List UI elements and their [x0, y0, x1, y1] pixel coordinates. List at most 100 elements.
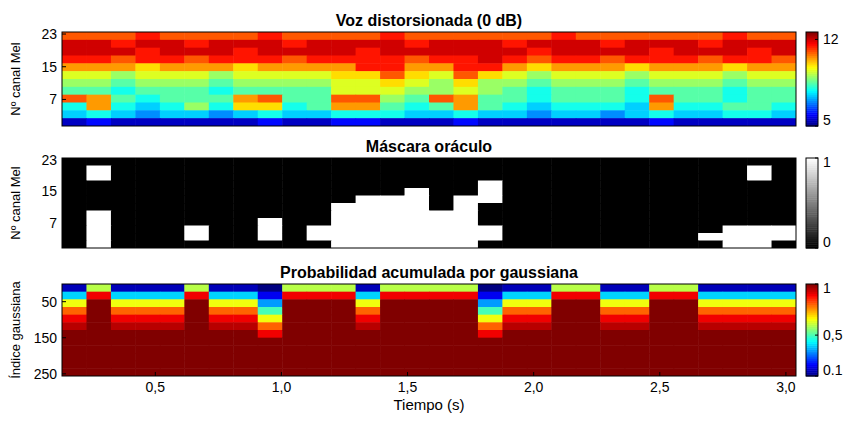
- cell: [282, 103, 307, 111]
- cell: [429, 188, 454, 196]
- cell: [380, 32, 405, 40]
- cell: [233, 338, 258, 346]
- cell: [331, 71, 356, 79]
- cell: [649, 181, 674, 189]
- cell: [527, 188, 552, 196]
- cell: [747, 284, 772, 292]
- cell: [282, 196, 307, 204]
- cell: [674, 48, 699, 56]
- colorbar-tick: [815, 376, 818, 377]
- cell: [380, 181, 405, 189]
- cell: [405, 118, 430, 126]
- cells: [62, 284, 796, 376]
- cell: [135, 307, 160, 315]
- x-tick: [407, 372, 408, 376]
- cell: [282, 345, 307, 353]
- y-tick-label: 7: [49, 91, 57, 107]
- cell: [649, 110, 674, 118]
- cell: [111, 181, 136, 189]
- cell: [772, 40, 796, 48]
- cell: [502, 307, 527, 315]
- cell: [478, 226, 503, 234]
- cell: [331, 181, 356, 189]
- cell: [649, 211, 674, 219]
- cell: [331, 299, 356, 307]
- cell: [429, 32, 454, 40]
- cell: [331, 338, 356, 346]
- cell: [723, 166, 748, 174]
- cell: [453, 233, 478, 241]
- cell: [772, 368, 796, 376]
- cell: [86, 158, 111, 166]
- cell: [576, 330, 601, 338]
- cell: [747, 211, 772, 219]
- cell: [307, 188, 332, 196]
- cell: [111, 299, 136, 307]
- cell: [723, 218, 748, 226]
- cell: [405, 71, 430, 79]
- cell: [772, 173, 796, 181]
- cell: [674, 338, 699, 346]
- cell: [160, 322, 185, 330]
- y-axis-title: Nº canal Mel: [8, 42, 23, 115]
- cell: [772, 284, 796, 292]
- cell: [625, 40, 650, 48]
- cell: [307, 368, 332, 376]
- cell: [772, 226, 796, 234]
- cell: [233, 299, 258, 307]
- cell: [233, 203, 258, 211]
- cell: [160, 284, 185, 292]
- cell: [62, 361, 87, 369]
- cell: [674, 292, 699, 300]
- cell: [698, 48, 723, 56]
- cell: [453, 299, 478, 307]
- cell: [674, 188, 699, 196]
- cell: [772, 353, 796, 361]
- cell: [502, 338, 527, 346]
- cell: [258, 338, 283, 346]
- cell: [160, 32, 185, 40]
- cell: [356, 63, 381, 71]
- cell: [698, 322, 723, 330]
- cell: [233, 361, 258, 369]
- cell: [429, 79, 454, 87]
- cell: [62, 87, 87, 95]
- cell: [258, 56, 283, 64]
- cell: [86, 32, 111, 40]
- cell: [502, 345, 527, 353]
- y-tick-label: 15: [41, 183, 57, 199]
- cell: [111, 158, 136, 166]
- cell: [62, 338, 87, 346]
- cell: [625, 32, 650, 40]
- y-tick: [62, 373, 66, 374]
- cell: [723, 315, 748, 323]
- cell: [405, 353, 430, 361]
- cell: [331, 315, 356, 323]
- y-tick: [62, 99, 66, 100]
- panel: Voz distorsionada (0 dB)71523Nº canal Me…: [8, 12, 839, 128]
- cell: [625, 56, 650, 64]
- cell: [233, 118, 258, 126]
- cell: [429, 338, 454, 346]
- cell: [111, 353, 136, 361]
- cell: [380, 218, 405, 226]
- cell: [600, 211, 625, 219]
- cell: [502, 166, 527, 174]
- cell: [502, 315, 527, 323]
- cell: [282, 173, 307, 181]
- cell: [576, 166, 601, 174]
- cell: [747, 95, 772, 103]
- cell: [307, 241, 332, 249]
- cell: [625, 218, 650, 226]
- cell: [258, 48, 283, 56]
- cell: [747, 218, 772, 226]
- cell: [405, 196, 430, 204]
- cell: [772, 71, 796, 79]
- cell: [233, 211, 258, 219]
- cell: [723, 368, 748, 376]
- x-axis-title: Tiempo (s): [393, 396, 464, 413]
- cell: [380, 322, 405, 330]
- cell: [649, 71, 674, 79]
- cell: [282, 299, 307, 307]
- cell: [576, 345, 601, 353]
